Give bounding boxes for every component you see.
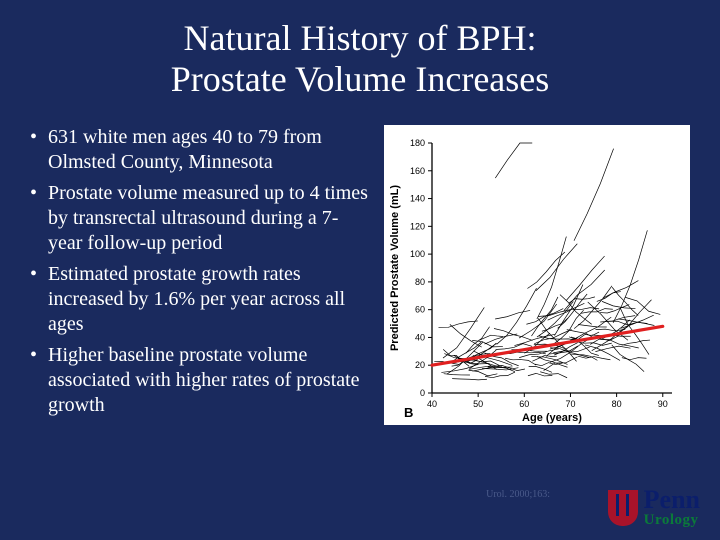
logo-text: Penn Urology bbox=[644, 487, 700, 528]
svg-text:50: 50 bbox=[473, 399, 483, 409]
chart-container: 40 50 60 70 80 90 0 20 40 60 80 100 120 140 160 180 Age … bbox=[384, 125, 690, 425]
svg-text:40: 40 bbox=[415, 332, 425, 342]
slide: Natural History of BPH: Prostate Volume … bbox=[0, 0, 720, 540]
svg-text:0: 0 bbox=[420, 388, 425, 398]
bullet-item: Higher baseline prostate volume associat… bbox=[30, 343, 370, 418]
svg-text:90: 90 bbox=[658, 399, 668, 409]
svg-text:140: 140 bbox=[410, 193, 425, 203]
svg-text:160: 160 bbox=[410, 166, 425, 176]
slide-title: Natural History of BPH: Prostate Volume … bbox=[30, 18, 690, 101]
bullet-list: 631 white men ages 40 to 79 from Olmsted… bbox=[30, 125, 370, 424]
prostate-volume-chart: 40 50 60 70 80 90 0 20 40 60 80 100 120 140 160 180 Age … bbox=[384, 125, 684, 425]
svg-text:120: 120 bbox=[410, 221, 425, 231]
svg-text:Predicted Prostate Volume (mL): Predicted Prostate Volume (mL) bbox=[389, 184, 401, 350]
svg-text:60: 60 bbox=[415, 304, 425, 314]
bullet-item: Prostate volume measured up to 4 times b… bbox=[30, 181, 370, 256]
svg-text:B: B bbox=[404, 405, 413, 420]
title-line-2: Prostate Volume Increases bbox=[171, 59, 550, 99]
svg-text:40: 40 bbox=[427, 399, 437, 409]
svg-text:Age (years): Age (years) bbox=[522, 412, 582, 424]
svg-text:80: 80 bbox=[415, 277, 425, 287]
svg-text:60: 60 bbox=[519, 399, 529, 409]
bullet-item: 631 white men ages 40 to 79 from Olmsted… bbox=[30, 125, 370, 175]
title-line-1: Natural History of BPH: bbox=[184, 18, 537, 58]
svg-text:20: 20 bbox=[415, 360, 425, 370]
svg-text:180: 180 bbox=[410, 138, 425, 148]
penn-shield-icon bbox=[608, 490, 638, 526]
logo-urology-word: Urology bbox=[644, 513, 700, 528]
svg-text:80: 80 bbox=[612, 399, 622, 409]
svg-text:100: 100 bbox=[410, 249, 425, 259]
bullet-item: Estimated prostate growth rates increase… bbox=[30, 262, 370, 337]
penn-urology-logo: Penn Urology bbox=[608, 487, 700, 528]
content-row: 631 white men ages 40 to 79 from Olmsted… bbox=[30, 125, 690, 425]
svg-text:70: 70 bbox=[565, 399, 575, 409]
citation-text: Urol. 2000;163: bbox=[486, 489, 550, 500]
logo-penn-word: Penn bbox=[644, 487, 700, 513]
